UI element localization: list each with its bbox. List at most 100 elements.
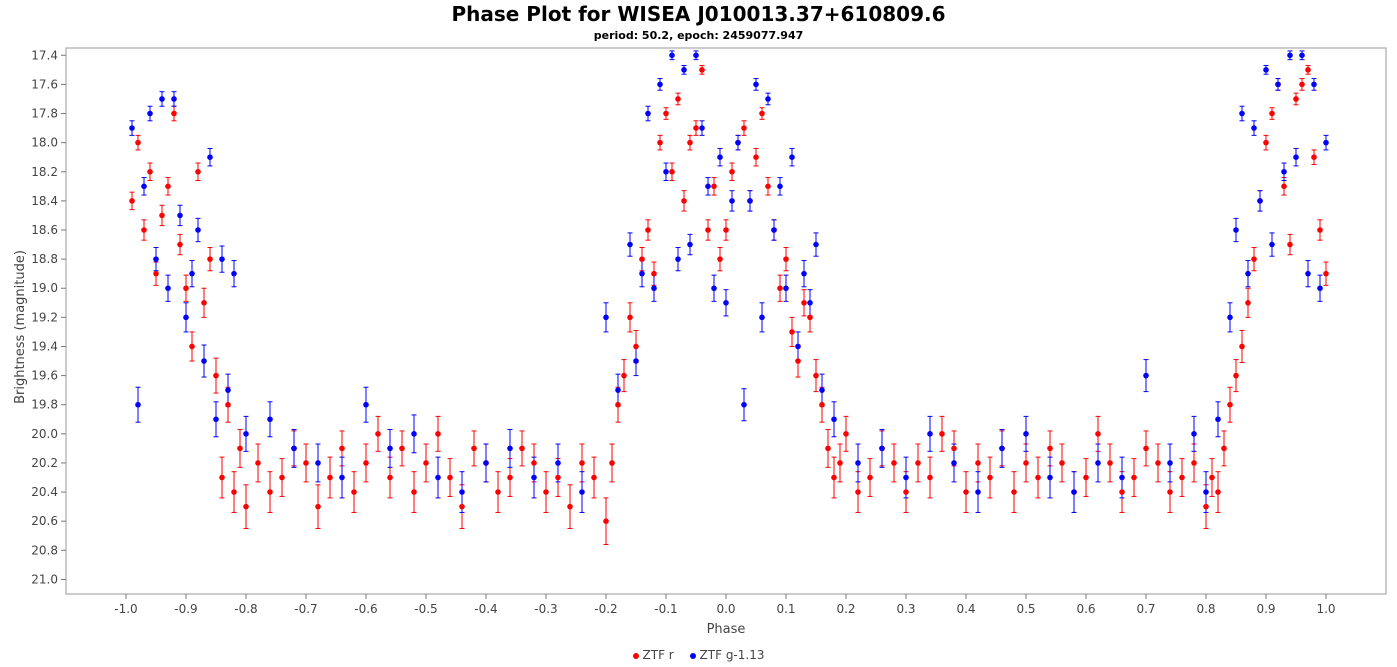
- data-point-ztf-r: [1107, 460, 1113, 466]
- data-point-ztf-r: [189, 343, 195, 350]
- data-point-ztf-r: [717, 256, 723, 262]
- data-point-ztf-g: [195, 227, 201, 233]
- data-point-ztf-g: [1275, 81, 1281, 88]
- data-point-ztf-r: [1281, 183, 1287, 190]
- y-tick-label: 17.6: [31, 77, 58, 91]
- data-point-ztf-r: [693, 125, 699, 131]
- data-point-ztf-r: [579, 460, 585, 466]
- legend-label: ZTF r: [642, 648, 674, 662]
- data-point-ztf-g: [741, 401, 747, 408]
- data-point-ztf-g: [171, 96, 177, 102]
- data-point-ztf-g: [483, 460, 489, 466]
- data-point-ztf-g: [729, 198, 735, 204]
- data-point-ztf-r: [627, 314, 633, 321]
- data-point-ztf-r: [243, 503, 249, 510]
- data-point-ztf-r: [1221, 445, 1227, 452]
- data-point-ztf-g: [225, 387, 231, 393]
- data-point-ztf-r: [753, 154, 759, 160]
- data-point-ztf-r: [1299, 81, 1305, 88]
- data-point-ztf-g: [771, 227, 777, 233]
- data-point-ztf-g: [1239, 110, 1245, 117]
- x-tick-label: -0.1: [654, 602, 677, 616]
- chart-subtitle: period: 50.2, epoch: 2459077.947: [593, 29, 804, 42]
- data-point-ztf-g: [903, 474, 909, 481]
- data-point-ztf-r: [795, 358, 801, 364]
- data-point-ztf-r: [201, 300, 207, 306]
- data-point-ztf-r: [759, 110, 765, 117]
- data-point-ztf-r: [837, 460, 843, 466]
- data-point-ztf-g: [705, 183, 711, 190]
- data-point-ztf-r: [1263, 139, 1269, 146]
- data-point-ztf-r: [1095, 431, 1101, 437]
- data-point-ztf-g: [1305, 270, 1311, 277]
- data-point-ztf-g: [135, 401, 141, 408]
- data-point-ztf-g: [147, 110, 153, 117]
- data-point-ztf-r: [303, 460, 309, 466]
- data-point-ztf-g: [435, 474, 441, 481]
- data-point-ztf-r: [783, 256, 789, 262]
- y-tick-label: 19.2: [31, 310, 58, 324]
- x-tick-label: 0.6: [1076, 602, 1095, 616]
- data-point-ztf-r: [831, 474, 837, 481]
- data-point-ztf-r: [1245, 300, 1251, 306]
- x-tick-label: 0.3: [896, 602, 915, 616]
- x-tick-label: 0.9: [1256, 602, 1275, 616]
- data-point-ztf-r: [669, 168, 675, 175]
- data-point-ztf-g: [789, 154, 795, 160]
- legend-item-ztf-r[interactable]: ZTF r: [632, 648, 674, 662]
- y-tick-label: 18.6: [31, 223, 58, 237]
- data-point-ztf-r: [975, 460, 981, 466]
- data-point-ztf-g: [207, 154, 213, 160]
- data-point-ztf-g: [819, 387, 825, 393]
- data-point-ztf-g: [1257, 198, 1263, 204]
- data-point-ztf-g: [1311, 81, 1317, 88]
- data-point-ztf-r: [1251, 256, 1257, 262]
- data-point-ztf-r: [621, 372, 627, 379]
- y-tick-label: 18.8: [31, 252, 58, 266]
- plot-area: [65, 47, 1387, 595]
- legend-marker-red: [632, 652, 639, 659]
- data-point-ztf-g: [663, 168, 669, 175]
- data-point-ztf-r: [603, 518, 609, 524]
- data-point-ztf-g: [657, 81, 663, 88]
- data-point-ztf-g: [243, 431, 249, 437]
- data-point-ztf-g: [387, 445, 393, 452]
- x-tick-label: -0.8: [234, 602, 257, 616]
- data-point-ztf-r: [1323, 270, 1329, 277]
- data-point-ztf-g: [813, 241, 819, 248]
- data-point-ztf-r: [609, 460, 615, 466]
- data-point-ztf-g: [1269, 241, 1275, 248]
- legend-marker-blue: [689, 652, 696, 659]
- data-point-ztf-r: [1059, 460, 1065, 466]
- data-point-ztf-r: [615, 401, 621, 408]
- data-point-ztf-g: [1095, 460, 1101, 466]
- data-point-ztf-r: [963, 489, 969, 495]
- data-point-ztf-r: [699, 67, 705, 73]
- data-point-ztf-r: [1155, 460, 1161, 466]
- data-point-ztf-r: [951, 445, 957, 452]
- data-point-ztf-r: [987, 474, 993, 481]
- data-point-ztf-g: [1281, 168, 1287, 175]
- data-point-ztf-r: [903, 489, 909, 495]
- data-point-ztf-r: [1131, 474, 1137, 481]
- legend-item-ztf-g[interactable]: ZTF g-1.13: [689, 648, 765, 662]
- data-point-ztf-g: [1233, 227, 1239, 233]
- data-point-ztf-r: [147, 168, 153, 175]
- data-point-ztf-g: [777, 183, 783, 190]
- data-point-ztf-r: [543, 489, 549, 495]
- legend-label: ZTF g-1.13: [699, 648, 765, 662]
- x-tick-label: 0.5: [1016, 602, 1035, 616]
- data-point-ztf-r: [237, 445, 243, 452]
- data-point-ztf-g: [687, 241, 693, 248]
- data-point-ztf-g: [165, 285, 171, 292]
- y-tick-label: 18.0: [31, 136, 58, 150]
- data-point-ztf-r: [1209, 474, 1215, 481]
- data-point-ztf-r: [1227, 401, 1233, 408]
- data-point-ztf-g: [693, 52, 699, 59]
- data-point-ztf-g: [801, 270, 807, 277]
- data-point-ztf-r: [507, 474, 513, 481]
- data-point-ztf-r: [225, 401, 231, 408]
- data-point-ztf-r: [723, 227, 729, 233]
- data-point-ztf-r: [1119, 489, 1125, 495]
